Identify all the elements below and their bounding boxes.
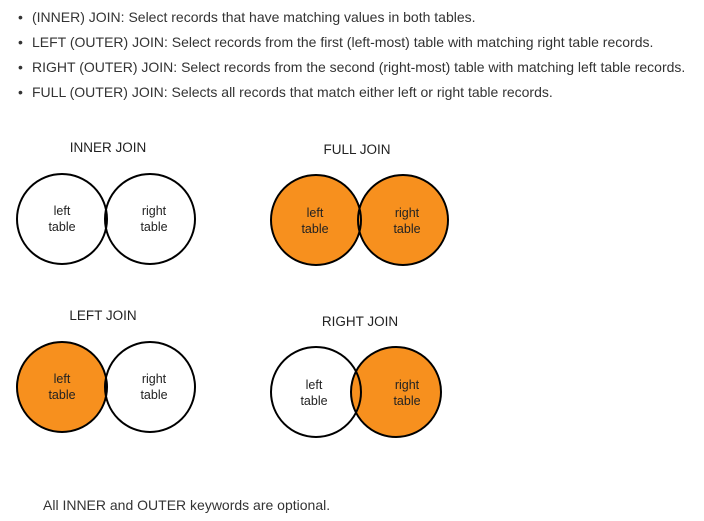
- inner-left-label-line1: left: [54, 204, 71, 218]
- inner-join-title: INNER JOIN: [70, 140, 147, 155]
- full-left-label-line1: left: [307, 206, 324, 220]
- inner-right-label-line1: right: [142, 204, 167, 218]
- right-join-diagram: RIGHT JOIN left table right table: [270, 314, 442, 438]
- left-join-description: LEFT (OUTER) JOIN: Select records from t…: [32, 34, 654, 50]
- full-left-label-line2: table: [301, 222, 328, 236]
- full-right-label-line1: right: [395, 206, 420, 220]
- left-left-label-line1: left: [54, 372, 71, 386]
- right-right-circle: [350, 346, 442, 438]
- inner-right-circle: [104, 173, 196, 265]
- full-right-fill: [358, 175, 448, 265]
- bullet-icon: •: [18, 59, 23, 75]
- right-join-title: RIGHT JOIN: [322, 314, 398, 329]
- left-left-circle: [16, 341, 108, 433]
- left-left-fill: [17, 342, 107, 432]
- right-left-label-line1: left: [306, 378, 323, 392]
- inner-left-label-line2: table: [48, 220, 75, 234]
- left-join-diagram: LEFT JOIN left table right table: [16, 308, 196, 433]
- inner-left-circle: [16, 173, 108, 265]
- right-left-label-line2: table: [300, 394, 327, 408]
- full-left-circle: [270, 174, 362, 266]
- bullet-icon: •: [18, 84, 23, 100]
- left-right-circle: [104, 341, 196, 433]
- inner-join-description: (INNER) JOIN: Select records that have m…: [32, 9, 476, 25]
- full-join-description: FULL (OUTER) JOIN: Selects all records t…: [32, 84, 553, 100]
- bullet-icon: •: [18, 34, 23, 50]
- full-right-circle: [357, 174, 449, 266]
- optional-keywords-note: All INNER and OUTER keywords are optiona…: [43, 497, 331, 513]
- full-join-title: FULL JOIN: [323, 142, 390, 157]
- full-right-label-line2: table: [393, 222, 420, 236]
- right-left-circle: [270, 346, 362, 438]
- right-join-description: RIGHT (OUTER) JOIN: Select records from …: [32, 59, 686, 75]
- right-right-label-line1: right: [395, 378, 420, 392]
- left-join-title: LEFT JOIN: [69, 308, 136, 323]
- full-left-fill: [271, 175, 361, 265]
- full-join-diagram: FULL JOIN left table right table: [270, 142, 449, 266]
- inner-right-label-line2: table: [140, 220, 167, 234]
- right-right-label-line2: table: [393, 394, 420, 408]
- right-right-fill: [351, 347, 441, 437]
- inner-join-diagram: INNER JOIN left table right table: [16, 140, 196, 265]
- bullet-icon: •: [18, 9, 23, 25]
- left-right-label-line2: table: [140, 388, 167, 402]
- left-left-label-line2: table: [48, 388, 75, 402]
- left-right-label-line1: right: [142, 372, 167, 386]
